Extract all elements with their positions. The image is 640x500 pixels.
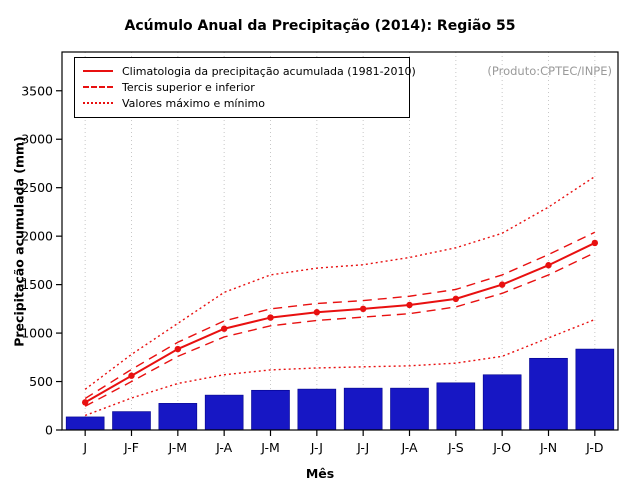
svg-text:J-F: J-F — [123, 440, 139, 455]
legend-line-sample-dashed — [83, 86, 113, 88]
svg-text:1500: 1500 — [21, 277, 53, 292]
svg-text:J-S: J-S — [447, 440, 464, 455]
svg-text:J-J: J-J — [356, 440, 369, 455]
legend-item: Climatologia da precipitação acumulada (… — [83, 63, 416, 79]
legend-label: Tercis superior e inferior — [122, 80, 255, 94]
svg-text:J-A: J-A — [400, 440, 417, 455]
svg-text:1000: 1000 — [21, 326, 53, 341]
svg-text:2000: 2000 — [21, 229, 53, 244]
x-axis-label: Mês — [305, 466, 335, 481]
legend: Climatologia da precipitação acumulada (… — [74, 57, 416, 118]
svg-text:J: J — [82, 440, 87, 455]
svg-text:0: 0 — [45, 423, 53, 438]
legend-item: Tercis superior e inferior — [83, 79, 401, 95]
legend-label: Climatologia da precipitação acumulada (… — [122, 64, 416, 78]
svg-text:J-J: J-J — [310, 440, 323, 455]
svg-text:J-D: J-D — [585, 440, 603, 455]
legend-label: Valores máximo e mínimo — [122, 96, 265, 110]
svg-text:3500: 3500 — [21, 83, 53, 98]
svg-text:J-N: J-N — [539, 440, 557, 455]
svg-text:2500: 2500 — [21, 180, 53, 195]
svg-text:J-M: J-M — [260, 440, 280, 455]
svg-text:J-A: J-A — [215, 440, 232, 455]
y-axis-label: Precipitação acumulada (mm) — [11, 136, 27, 347]
product-watermark: (Produto:CPTEC/INPE) — [487, 64, 612, 78]
svg-text:500: 500 — [29, 374, 53, 389]
legend-line-sample-solid — [83, 70, 113, 72]
svg-text:J-M: J-M — [168, 440, 188, 455]
svg-text:3000: 3000 — [21, 132, 53, 147]
chart-title: Acúmulo Anual da Precipitação (2014): Re… — [124, 18, 516, 34]
svg-text:J-O: J-O — [492, 440, 511, 455]
legend-line-sample-dotted — [83, 102, 113, 104]
legend-item: Valores máximo e mínimo — [83, 95, 401, 111]
